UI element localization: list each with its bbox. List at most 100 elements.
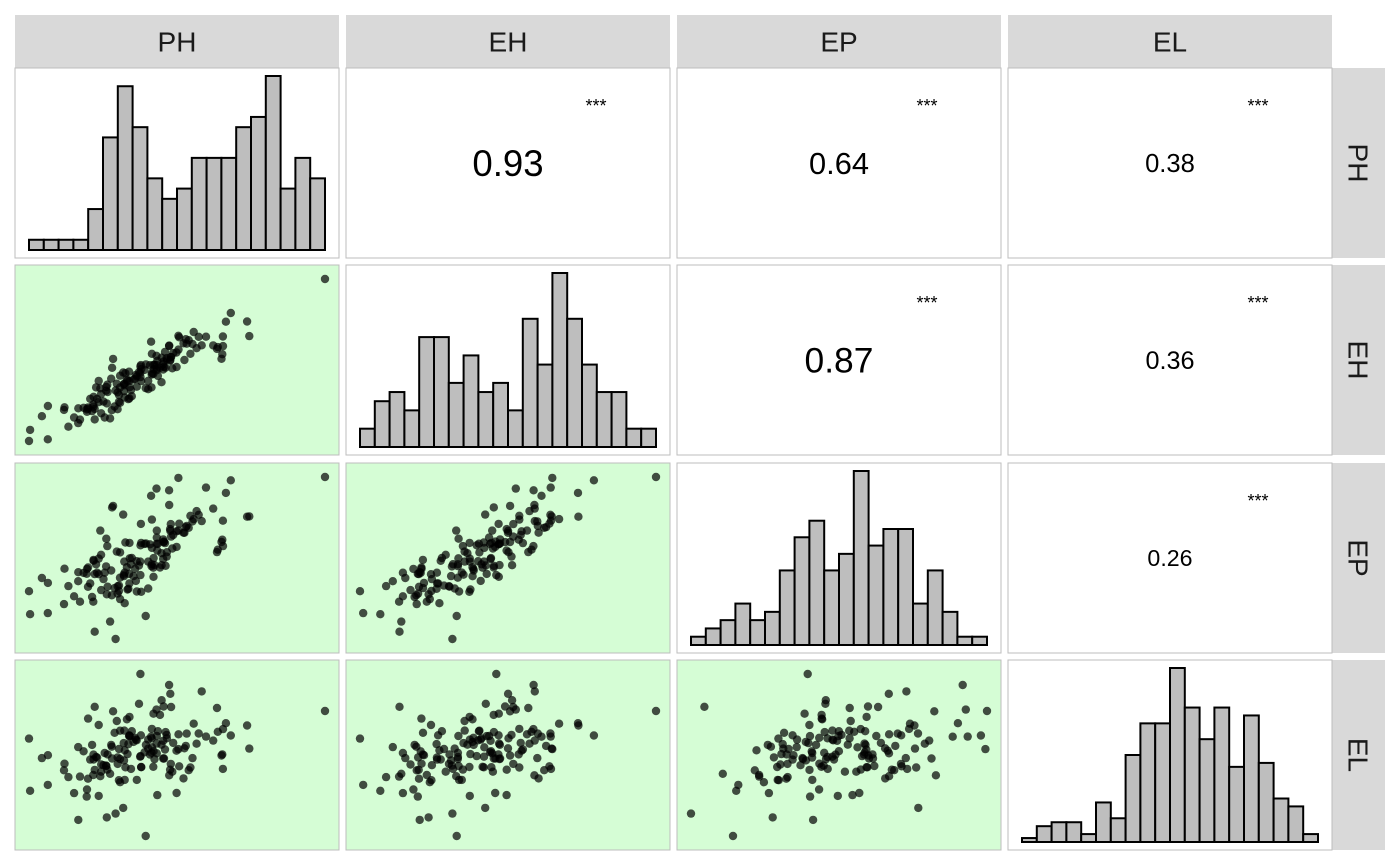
histogram-bar — [1109, 817, 1127, 843]
scatter-point — [486, 554, 495, 564]
correlation-panel-ep-el — [1007, 462, 1333, 654]
scatter-point — [805, 765, 814, 775]
scatter-point — [91, 383, 101, 392]
scatter-point — [111, 809, 120, 818]
scatter-point — [448, 809, 457, 818]
scatter-point — [194, 729, 203, 738]
scatter-point — [197, 516, 206, 526]
scatter-point — [147, 724, 157, 734]
scatter-point — [573, 488, 583, 498]
scatter-point — [245, 331, 254, 341]
scatter-point — [884, 749, 894, 758]
scatter-point — [469, 566, 478, 575]
histogram-bar — [1154, 722, 1171, 844]
scatter-point — [948, 732, 957, 741]
scatter-point — [96, 550, 106, 559]
scatter-point — [465, 538, 474, 548]
scatter-point — [454, 761, 463, 771]
histogram-bar — [1183, 706, 1201, 844]
correlation-value: 0.26 — [1147, 545, 1192, 571]
scatter-point — [686, 809, 696, 818]
strip-right-ph — [1332, 68, 1385, 258]
histogram-bar — [1287, 805, 1305, 844]
scatter-point — [100, 748, 109, 758]
scatter-point — [105, 414, 115, 423]
scatter-point — [479, 752, 489, 761]
scatter-point — [166, 689, 175, 698]
scatter-point — [181, 741, 190, 751]
scatter-point — [25, 786, 35, 795]
scatter-point — [169, 738, 178, 748]
scatter-point — [472, 751, 481, 761]
scatter-point — [505, 537, 515, 547]
scatter-point — [533, 521, 542, 531]
histogram-bar — [492, 381, 510, 449]
scatter-point — [410, 740, 419, 750]
scatter-point — [141, 831, 150, 841]
histogram-bar — [403, 409, 421, 448]
scatter-point — [805, 731, 815, 741]
scatter-point — [69, 592, 79, 601]
scatter-point — [409, 564, 418, 574]
scatter-point — [102, 382, 111, 392]
scatter-point — [651, 706, 661, 716]
scatter-point — [537, 491, 546, 500]
scatter-point — [159, 537, 168, 547]
scatter-point — [124, 367, 134, 376]
scatter-point — [79, 747, 88, 756]
significance-stars: *** — [1247, 96, 1268, 116]
scatter-point — [460, 547, 469, 556]
scatter-point — [132, 557, 141, 566]
histogram-bar — [1272, 797, 1290, 843]
scatter-point — [821, 699, 830, 708]
histogram-bar — [971, 635, 989, 647]
scatter-point — [488, 526, 497, 535]
histogram-bar — [581, 363, 598, 448]
scatter-point — [502, 546, 511, 555]
correlation-panel-ph-el — [1007, 67, 1333, 259]
scatter-point — [845, 726, 854, 735]
scatter-point — [186, 349, 195, 358]
scatter-point — [798, 754, 808, 764]
scatter-point — [168, 364, 177, 373]
histogram-bar — [734, 602, 752, 646]
scatter-point — [355, 587, 365, 596]
correlation-panel-ph-ep — [676, 67, 1002, 259]
strip-top-ep — [677, 15, 1001, 68]
scatter-point — [789, 751, 798, 760]
scatter-point — [144, 376, 153, 385]
scatter-point — [83, 714, 93, 723]
scatter-point — [115, 778, 125, 787]
correlation-value: 0.87 — [805, 340, 874, 380]
scatter-point — [482, 731, 491, 741]
scatter-point — [162, 734, 172, 743]
scatter-point — [495, 560, 504, 570]
scatter-point — [494, 519, 503, 529]
scatter-point — [515, 763, 524, 772]
scatter-point — [398, 788, 408, 798]
scatter-point — [435, 599, 444, 608]
scatter-point — [132, 587, 141, 596]
histogram-bar — [1228, 765, 1245, 844]
scatter-point — [418, 583, 428, 593]
scatter-point — [465, 791, 474, 801]
scatter-point — [473, 557, 483, 566]
scatter-point — [102, 813, 112, 822]
scatter-point — [884, 689, 893, 698]
scatter-point — [783, 772, 792, 782]
scatter-point — [157, 378, 166, 387]
histogram-bar — [477, 391, 495, 449]
scatter-point — [130, 564, 140, 574]
histogram-bar — [867, 544, 885, 646]
strip-top-ph — [15, 15, 339, 68]
strip-right-label: EP — [1343, 539, 1374, 576]
scatter-point — [488, 767, 498, 776]
strip-top-label: EH — [489, 27, 528, 58]
scatter-point — [94, 398, 103, 407]
correlation-value: 0.38 — [1145, 150, 1195, 178]
scatter-point — [902, 687, 911, 696]
scatter-point — [131, 576, 141, 586]
scatter-point — [651, 472, 661, 482]
scatter-point — [60, 403, 69, 412]
facet-strips: PH EH EP EL PH EH EP EL — [15, 15, 1385, 850]
